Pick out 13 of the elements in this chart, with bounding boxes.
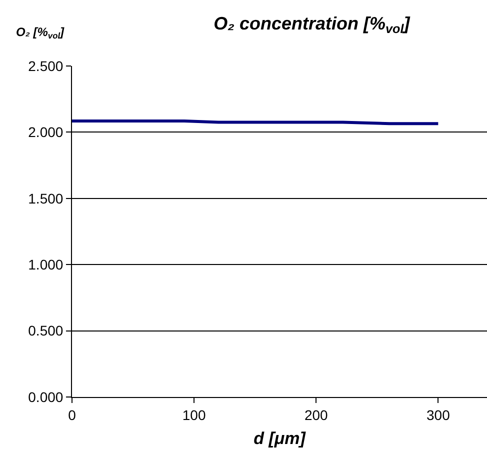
y-tick-label: 2.000 — [28, 124, 64, 140]
chart-title: O₂ concentration [%$_{vol}$] — [214, 13, 411, 36]
y-tick-label: 0.500 — [28, 322, 64, 339]
x-axis-title: d [μm] — [254, 429, 307, 448]
y-tick-label: 1.500 — [28, 190, 64, 206]
y-tick-label: 1.000 — [28, 256, 64, 272]
x-tick-label: 300 — [426, 406, 450, 423]
y-axis-title: O₂ [%$_{vol}$] — [16, 25, 66, 41]
x-tick-label: 200 — [304, 406, 328, 423]
y-tick-label: 2.500 — [28, 58, 64, 74]
x-tick-label: 100 — [182, 406, 206, 423]
x-tick-label: 0 — [68, 406, 76, 423]
y-tick-label: 0.000 — [28, 388, 64, 405]
